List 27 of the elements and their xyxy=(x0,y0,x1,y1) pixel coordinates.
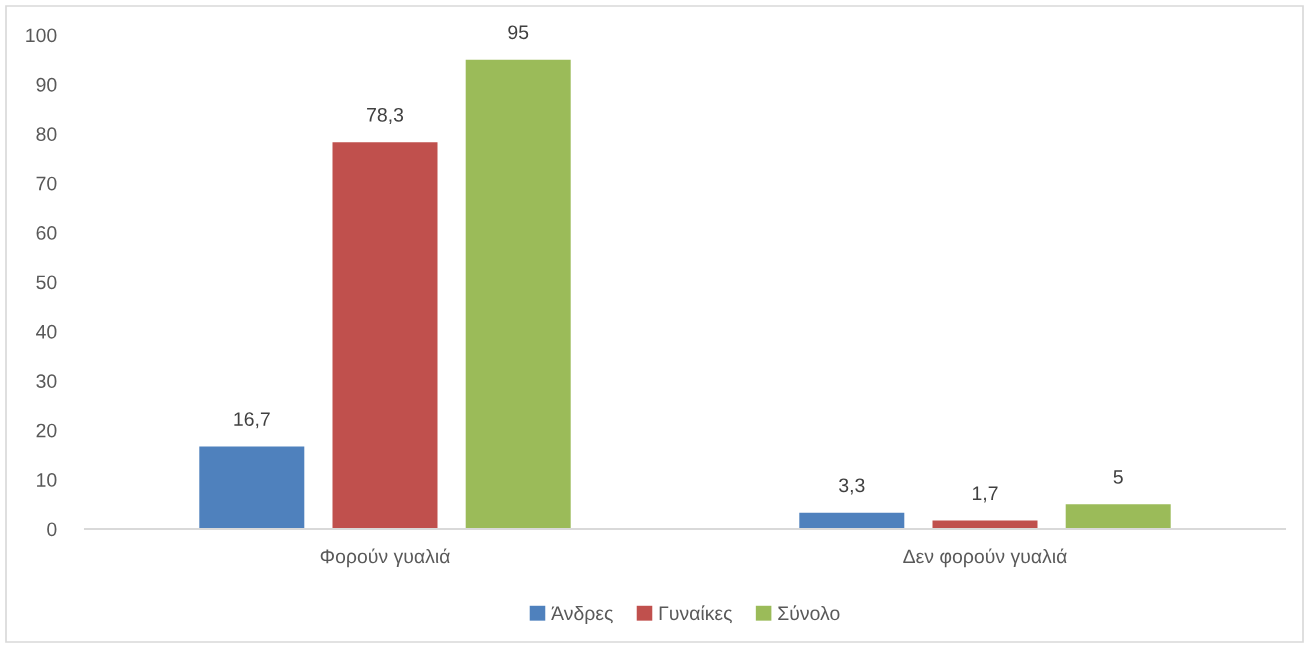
y-tick-label: 10 xyxy=(37,473,57,487)
legend-label: Άνδρες xyxy=(551,605,613,625)
y-tick-label: 0 xyxy=(47,522,57,537)
y-tick-label: 40 xyxy=(36,324,57,339)
bar xyxy=(799,512,905,529)
bar xyxy=(1065,504,1171,529)
data-label: 16,7 xyxy=(234,412,270,429)
y-tick-label: 100 xyxy=(26,28,57,43)
data-label: 5 xyxy=(1113,470,1123,484)
legend-label: Σύνολο xyxy=(778,605,840,621)
x-tick-label: Φορούν γυαλιά xyxy=(320,548,450,568)
data-label: 3,3 xyxy=(839,478,865,495)
data-label: 95 xyxy=(508,25,529,40)
bar xyxy=(199,446,305,529)
data-label: 1,7 xyxy=(972,486,998,503)
y-tick-label: 80 xyxy=(36,127,57,142)
y-tick-label: 70 xyxy=(36,176,57,191)
y-tick-label: 60 xyxy=(36,226,57,240)
y-tick-label: 20 xyxy=(36,423,57,438)
y-tick-label: 90 xyxy=(36,77,57,92)
bar xyxy=(465,59,571,529)
data-label: 78,3 xyxy=(367,107,404,124)
x-tick-label: Δεν φορούν γυαλιά xyxy=(903,548,1067,568)
y-tick-label: 30 xyxy=(36,374,57,389)
legend-label: Γυναίκες xyxy=(659,605,732,624)
bar xyxy=(332,142,438,529)
y-tick-label: 50 xyxy=(36,275,57,290)
